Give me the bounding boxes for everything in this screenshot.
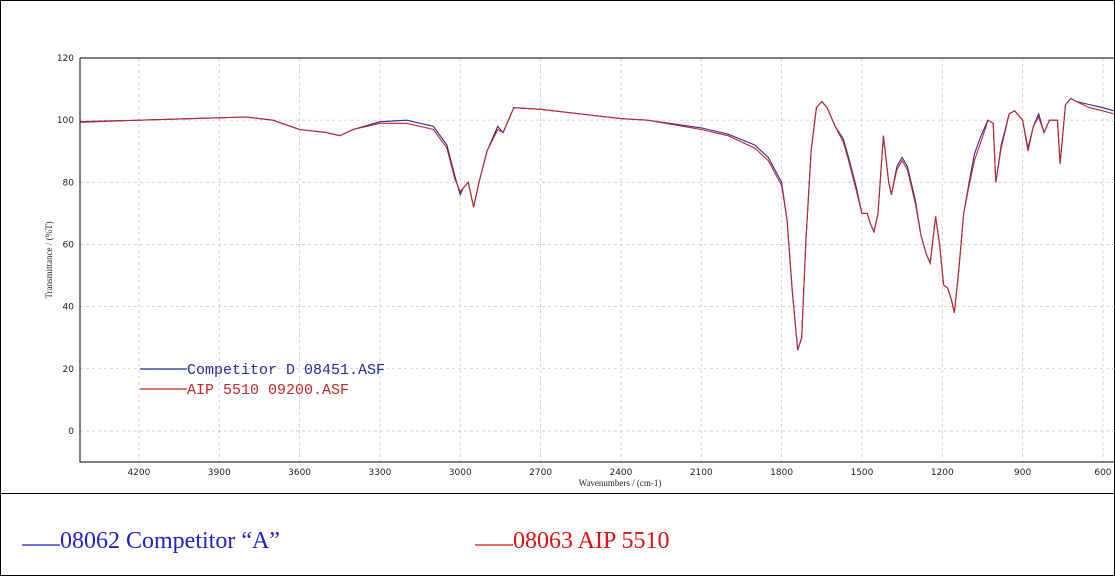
y-tick-label: 120 xyxy=(57,54,74,64)
y-tick-label: 80 xyxy=(63,178,75,188)
x-tick-label: 1800 xyxy=(770,468,793,478)
note-text: 08063 AIP 5510 xyxy=(513,528,669,554)
x-tick-label: 2700 xyxy=(529,468,552,478)
x-tick-label: 2100 xyxy=(690,468,713,478)
y-tick-label: 100 xyxy=(57,116,74,126)
y-tick-label: 20 xyxy=(63,365,75,375)
x-tick-label: 3600 xyxy=(288,468,311,478)
x-tick-label: 4200 xyxy=(127,468,150,478)
axes xyxy=(79,58,1115,463)
x-tick-label: 1200 xyxy=(931,468,954,478)
x-axis-label: Wavenumbers / (cm-1) xyxy=(579,478,662,488)
spectrum-line xyxy=(79,97,1114,351)
legend-label: Competitor D 08451.ASF xyxy=(187,362,385,379)
spectrum-line xyxy=(79,97,1114,351)
y-tick-label: 40 xyxy=(63,303,75,313)
x-tick-label: 3300 xyxy=(368,468,391,478)
x-tick-label: 1500 xyxy=(850,468,873,478)
x-tick-label: 600 xyxy=(1094,468,1111,478)
y-tick-label: 60 xyxy=(63,240,75,250)
x-tick-label: 900 xyxy=(1014,468,1031,478)
x-tick-label: 3900 xyxy=(208,468,231,478)
y-axis-label: Transmittance / (%T) xyxy=(44,221,54,298)
x-tick-label: 2400 xyxy=(609,468,632,478)
note-text: 08062 Competitor “A” xyxy=(60,528,280,554)
y-tick-label: 0 xyxy=(68,427,74,437)
x-tick-label: 3000 xyxy=(449,468,472,478)
legend-label: AIP 5510 09200.ASF xyxy=(187,382,349,399)
